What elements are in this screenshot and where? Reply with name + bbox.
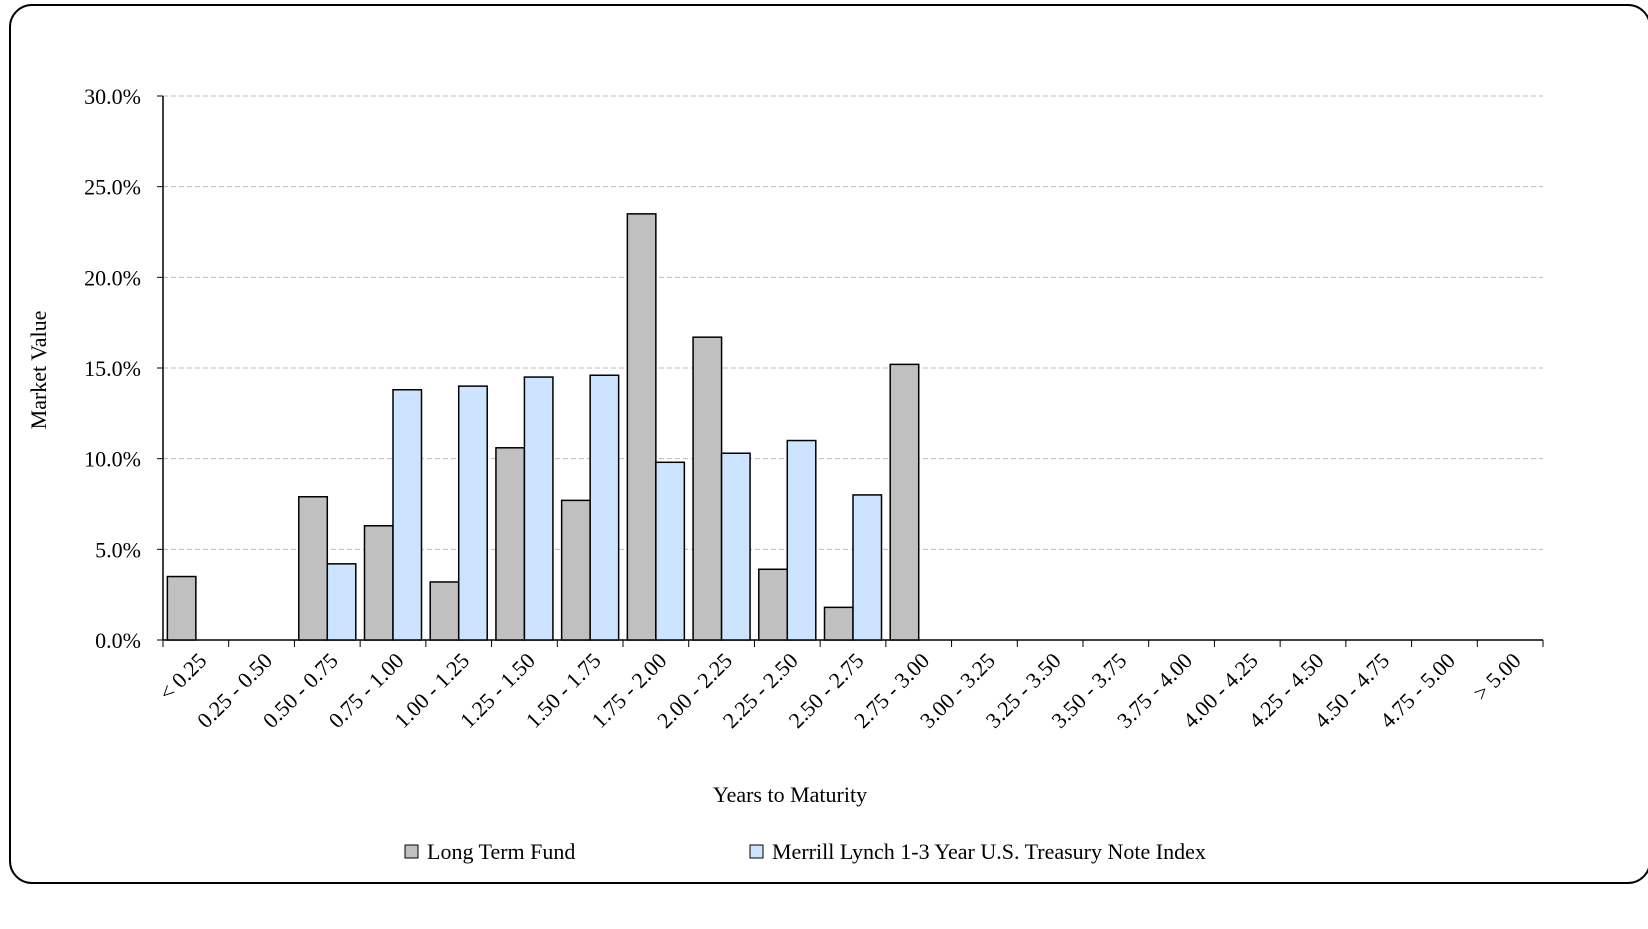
y-tick-label: 10.0% [84, 447, 141, 472]
bar [326, 563, 357, 641]
bar [720, 452, 751, 641]
x-axis-title: Years to Maturity [713, 782, 867, 807]
bar [457, 385, 488, 641]
bar [692, 336, 723, 641]
bar [889, 363, 920, 641]
bar [495, 447, 526, 641]
bar [429, 581, 460, 641]
legend-label: Merrill Lynch 1-3 Year U.S. Treasury Not… [772, 839, 1206, 864]
legend-label: Long Term Fund [427, 839, 575, 864]
y-tick-label: 25.0% [84, 175, 141, 200]
y-tick-label: 5.0% [95, 537, 141, 562]
bar [626, 213, 657, 641]
bar [166, 575, 197, 641]
y-tick-label: 15.0% [84, 356, 141, 381]
y-axis-title: Market Value [26, 311, 51, 430]
bar [560, 499, 591, 641]
bar [363, 525, 394, 641]
bar [392, 389, 423, 641]
bar [852, 494, 883, 641]
y-tick-label: 0.0% [95, 628, 141, 653]
y-tick-label: 20.0% [84, 265, 141, 290]
chart-frame [9, 4, 1648, 884]
bar [786, 439, 817, 641]
bar [655, 461, 686, 641]
legend-swatch [404, 844, 419, 859]
legend-swatch [749, 844, 764, 859]
bar [758, 568, 789, 641]
y-tick-label: 30.0% [84, 84, 141, 109]
bar [823, 606, 854, 641]
bar [589, 374, 620, 641]
bar [298, 495, 329, 641]
bar [523, 376, 554, 641]
